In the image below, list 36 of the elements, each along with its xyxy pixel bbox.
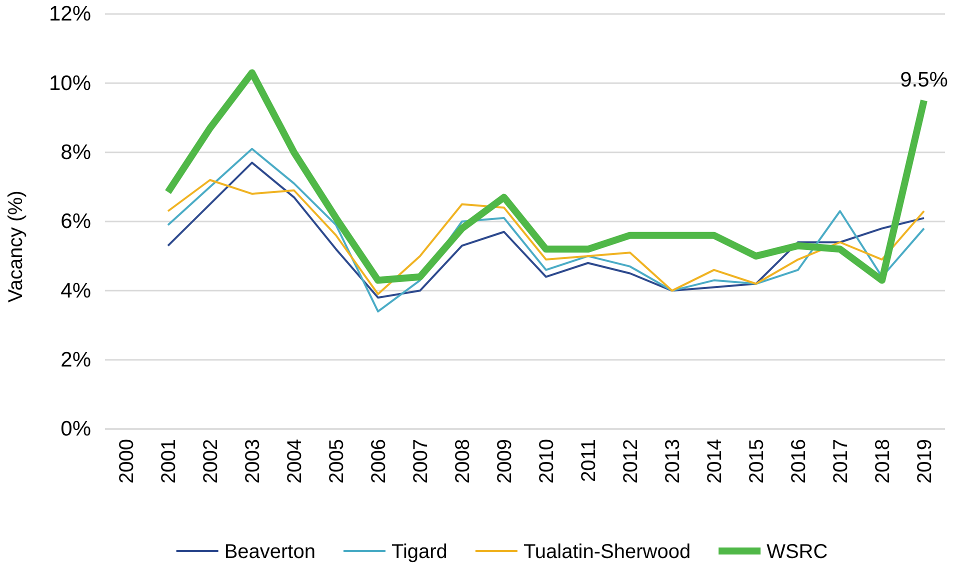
x-tick-label: 2019	[914, 439, 936, 484]
x-tick-label: 2000	[116, 439, 138, 484]
annotation: 9.5%	[900, 68, 948, 92]
x-tick-label: 2016	[788, 439, 810, 484]
x-tick-label: 2010	[536, 439, 558, 484]
y-tick-label: 2%	[60, 348, 91, 372]
y-tick-label: 8%	[60, 141, 91, 164]
x-tick-label: 2008	[452, 439, 474, 484]
y-tick-label: 6%	[60, 210, 91, 234]
x-tick-label: 2001	[158, 439, 180, 484]
legend-label: Tualatin-Sherwood	[523, 541, 691, 563]
x-tick-label: 2011	[578, 439, 600, 482]
x-tick-label: 2017	[830, 439, 852, 484]
y-tick-label: 10%	[48, 72, 91, 95]
line-series	[167, 162, 925, 299]
x-tick-label: 2018	[872, 439, 894, 484]
y-tick-label: 0%	[60, 418, 91, 441]
y-axis-title: Vacancy (%)	[5, 190, 27, 302]
x-tick-label: 2013	[662, 439, 684, 484]
y-tick-label: 4%	[60, 279, 91, 302]
x-tick-label: 2015	[746, 439, 768, 484]
x-tick-label: 2009	[494, 439, 516, 484]
x-tick-label: 2006	[368, 439, 390, 484]
line-series	[167, 148, 925, 312]
x-tick-label: 2014	[704, 439, 726, 484]
line-series	[167, 179, 925, 296]
legend-label: Beaverton	[224, 541, 316, 563]
y-tick-label: 12%	[48, 2, 91, 26]
x-tick-label: 2007	[410, 439, 432, 484]
legend-label: WSRC	[766, 541, 828, 563]
x-tick-label: 2003	[242, 439, 264, 484]
x-tick-label: 2012	[620, 439, 642, 484]
legend-label: Tigard	[391, 541, 448, 563]
x-tick-label: 2005	[326, 439, 348, 484]
x-tick-label: 2002	[200, 439, 222, 484]
x-tick-label: 2004	[284, 439, 306, 484]
